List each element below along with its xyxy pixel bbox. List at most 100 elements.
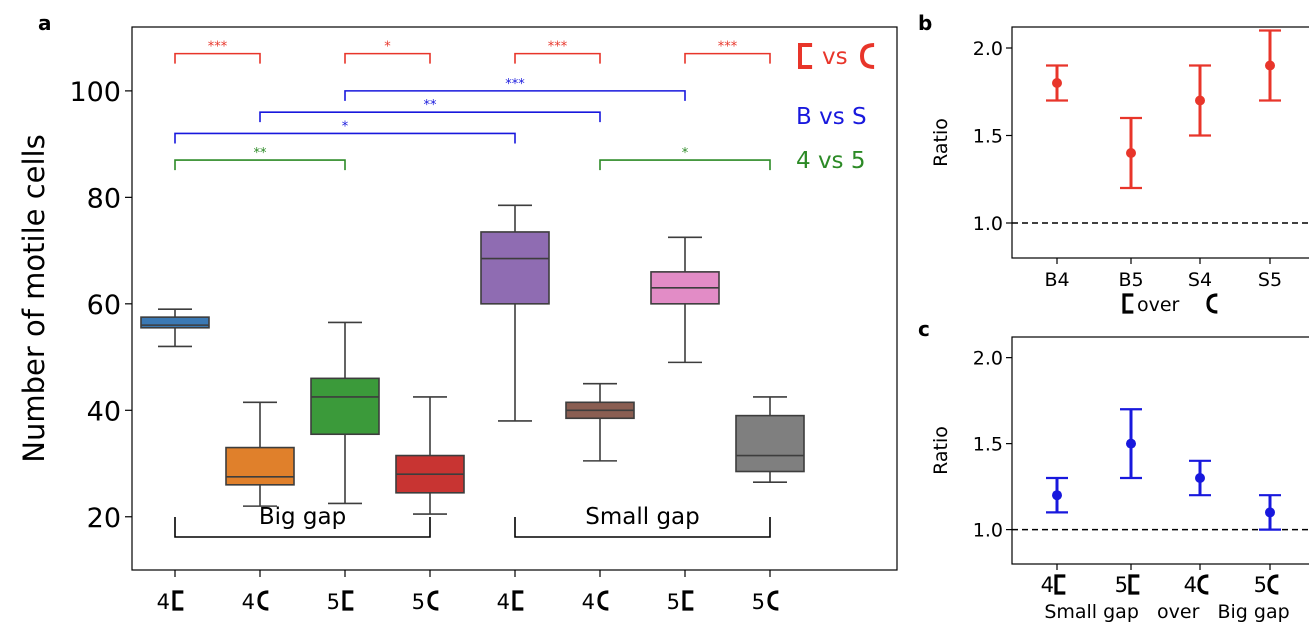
data-point [1052,78,1062,88]
y-tick-label: 1.5 [973,126,1003,148]
x-tick-label-num: 4 [1184,573,1197,597]
box-body [735,414,805,473]
box-4 [480,204,550,422]
significance-bracket [174,159,346,171]
x-tick-label-num: 4 [157,590,170,614]
c-shape-icon [767,590,779,611]
plot-frame [1011,26,1309,259]
ratio-gap-panel: 1.0 1.5 2.0 Ratio 4 5 4 5 Small gap over Big gap [930,336,1309,623]
significance-bracket [599,159,771,171]
x-axis-label: Small gap over Big gap [1044,601,1289,623]
group-label: Small gap [585,504,699,530]
significance-bracket [344,90,686,101]
x-tick-label-num: 5 [1254,573,1267,597]
data-point [1052,490,1062,501]
box-0 [140,308,210,348]
c-shape-icon [1197,574,1209,595]
x-tick-label-num: 5 [1115,573,1128,597]
bracket-shape-icon [1054,574,1066,595]
x-tick-label-num: 5 [752,590,765,614]
significance-bracket [514,52,601,64]
box-2 [310,321,380,505]
x-tick-label-num: 4 [582,590,595,614]
y-tick-label: 20 [87,503,121,534]
box-6 [650,236,720,364]
box-body [225,446,295,486]
group-bracket [174,517,431,538]
box-7 [735,396,805,483]
plot-frame [1011,336,1309,565]
significance-bracket [684,52,771,64]
y-tick-label: 60 [87,290,121,321]
x-tick-label: B4 [1044,269,1069,291]
bracket-shape-icon [342,590,354,611]
group-label: Big gap [259,504,346,530]
box-5 [565,382,635,462]
group-bracket [514,517,771,538]
x-tick-label-num: 5 [327,590,340,614]
bracket-shape-icon [512,590,524,611]
legend-gap: B vs S [796,104,867,130]
y-tick-label: 80 [87,183,121,214]
significance-stars: ** [424,98,438,113]
significance-stars: * [342,119,349,134]
panel-label-a: a [38,11,52,35]
data-point [1265,507,1275,518]
c-shape-icon [257,590,269,611]
y-tick-label: 2.0 [973,348,1003,370]
bracket-shape-icon [172,590,184,611]
data-point [1126,148,1136,158]
c-shape-icon [1206,293,1218,314]
significance-stars: * [384,40,391,55]
c-shape-icon [859,43,875,69]
c-shape-icon [1267,574,1279,595]
panel-label-b: b [918,11,932,35]
x-tick-label-num: 4 [1041,573,1054,597]
significance-stars: *** [718,40,738,55]
y-tick-label: 1.0 [973,520,1003,542]
significance-stars: *** [505,77,525,92]
data-point [1126,438,1136,449]
bracket-shape-icon [682,590,694,611]
x-tick-label-num: 4 [497,590,510,614]
ratio-shape-panel: 1.0 1.5 2.0 Ratio B4 B5 S4 S5 over [930,26,1309,316]
significance-bracket [174,132,516,144]
box-body [140,316,210,329]
x-tick-label: S4 [1188,269,1212,291]
x-tick-label: S5 [1258,269,1282,291]
significance-stars: *** [208,40,228,55]
box-body [310,377,380,436]
bracket-shape-icon [798,43,813,69]
significance-bracket [174,52,261,64]
x-tick-label-num: 5 [412,590,425,614]
x-axis-label-over: over [1137,294,1180,316]
box-3 [395,396,465,515]
y-axis-label: Ratio [930,118,952,167]
y-axis-label: Number of motile cells [17,134,51,462]
x-tick-label-num: 4 [242,590,255,614]
x-tick-label: B5 [1118,269,1143,291]
data-point [1265,60,1275,71]
y-tick-label: 100 [69,77,121,108]
legend-shape-vs: vs [822,44,848,70]
legend-size: 4 vs 5 [796,148,865,174]
boxplot-panel: 20 40 60 80 100 Number of motile cells 4 4 5 5 4 4 5… [17,26,898,614]
y-tick-label: 2.0 [973,38,1003,60]
y-tick-label: 1.0 [973,213,1003,235]
significance-bracket [344,52,431,64]
significance-bracket [259,111,601,123]
data-point [1195,95,1205,106]
x-tick-label-num: 5 [667,590,680,614]
data-point [1195,473,1205,484]
c-shape-icon [597,590,609,611]
significance-stars: ** [254,146,268,161]
significance-stars: * [682,146,689,161]
panel-label-c: c [918,317,930,341]
bracket-shape-icon [1122,293,1134,314]
box-body [480,231,550,305]
y-axis-label: Ratio [930,426,952,475]
y-tick-label: 40 [87,396,121,427]
box-1 [225,401,295,507]
significance-stars: *** [548,40,568,55]
